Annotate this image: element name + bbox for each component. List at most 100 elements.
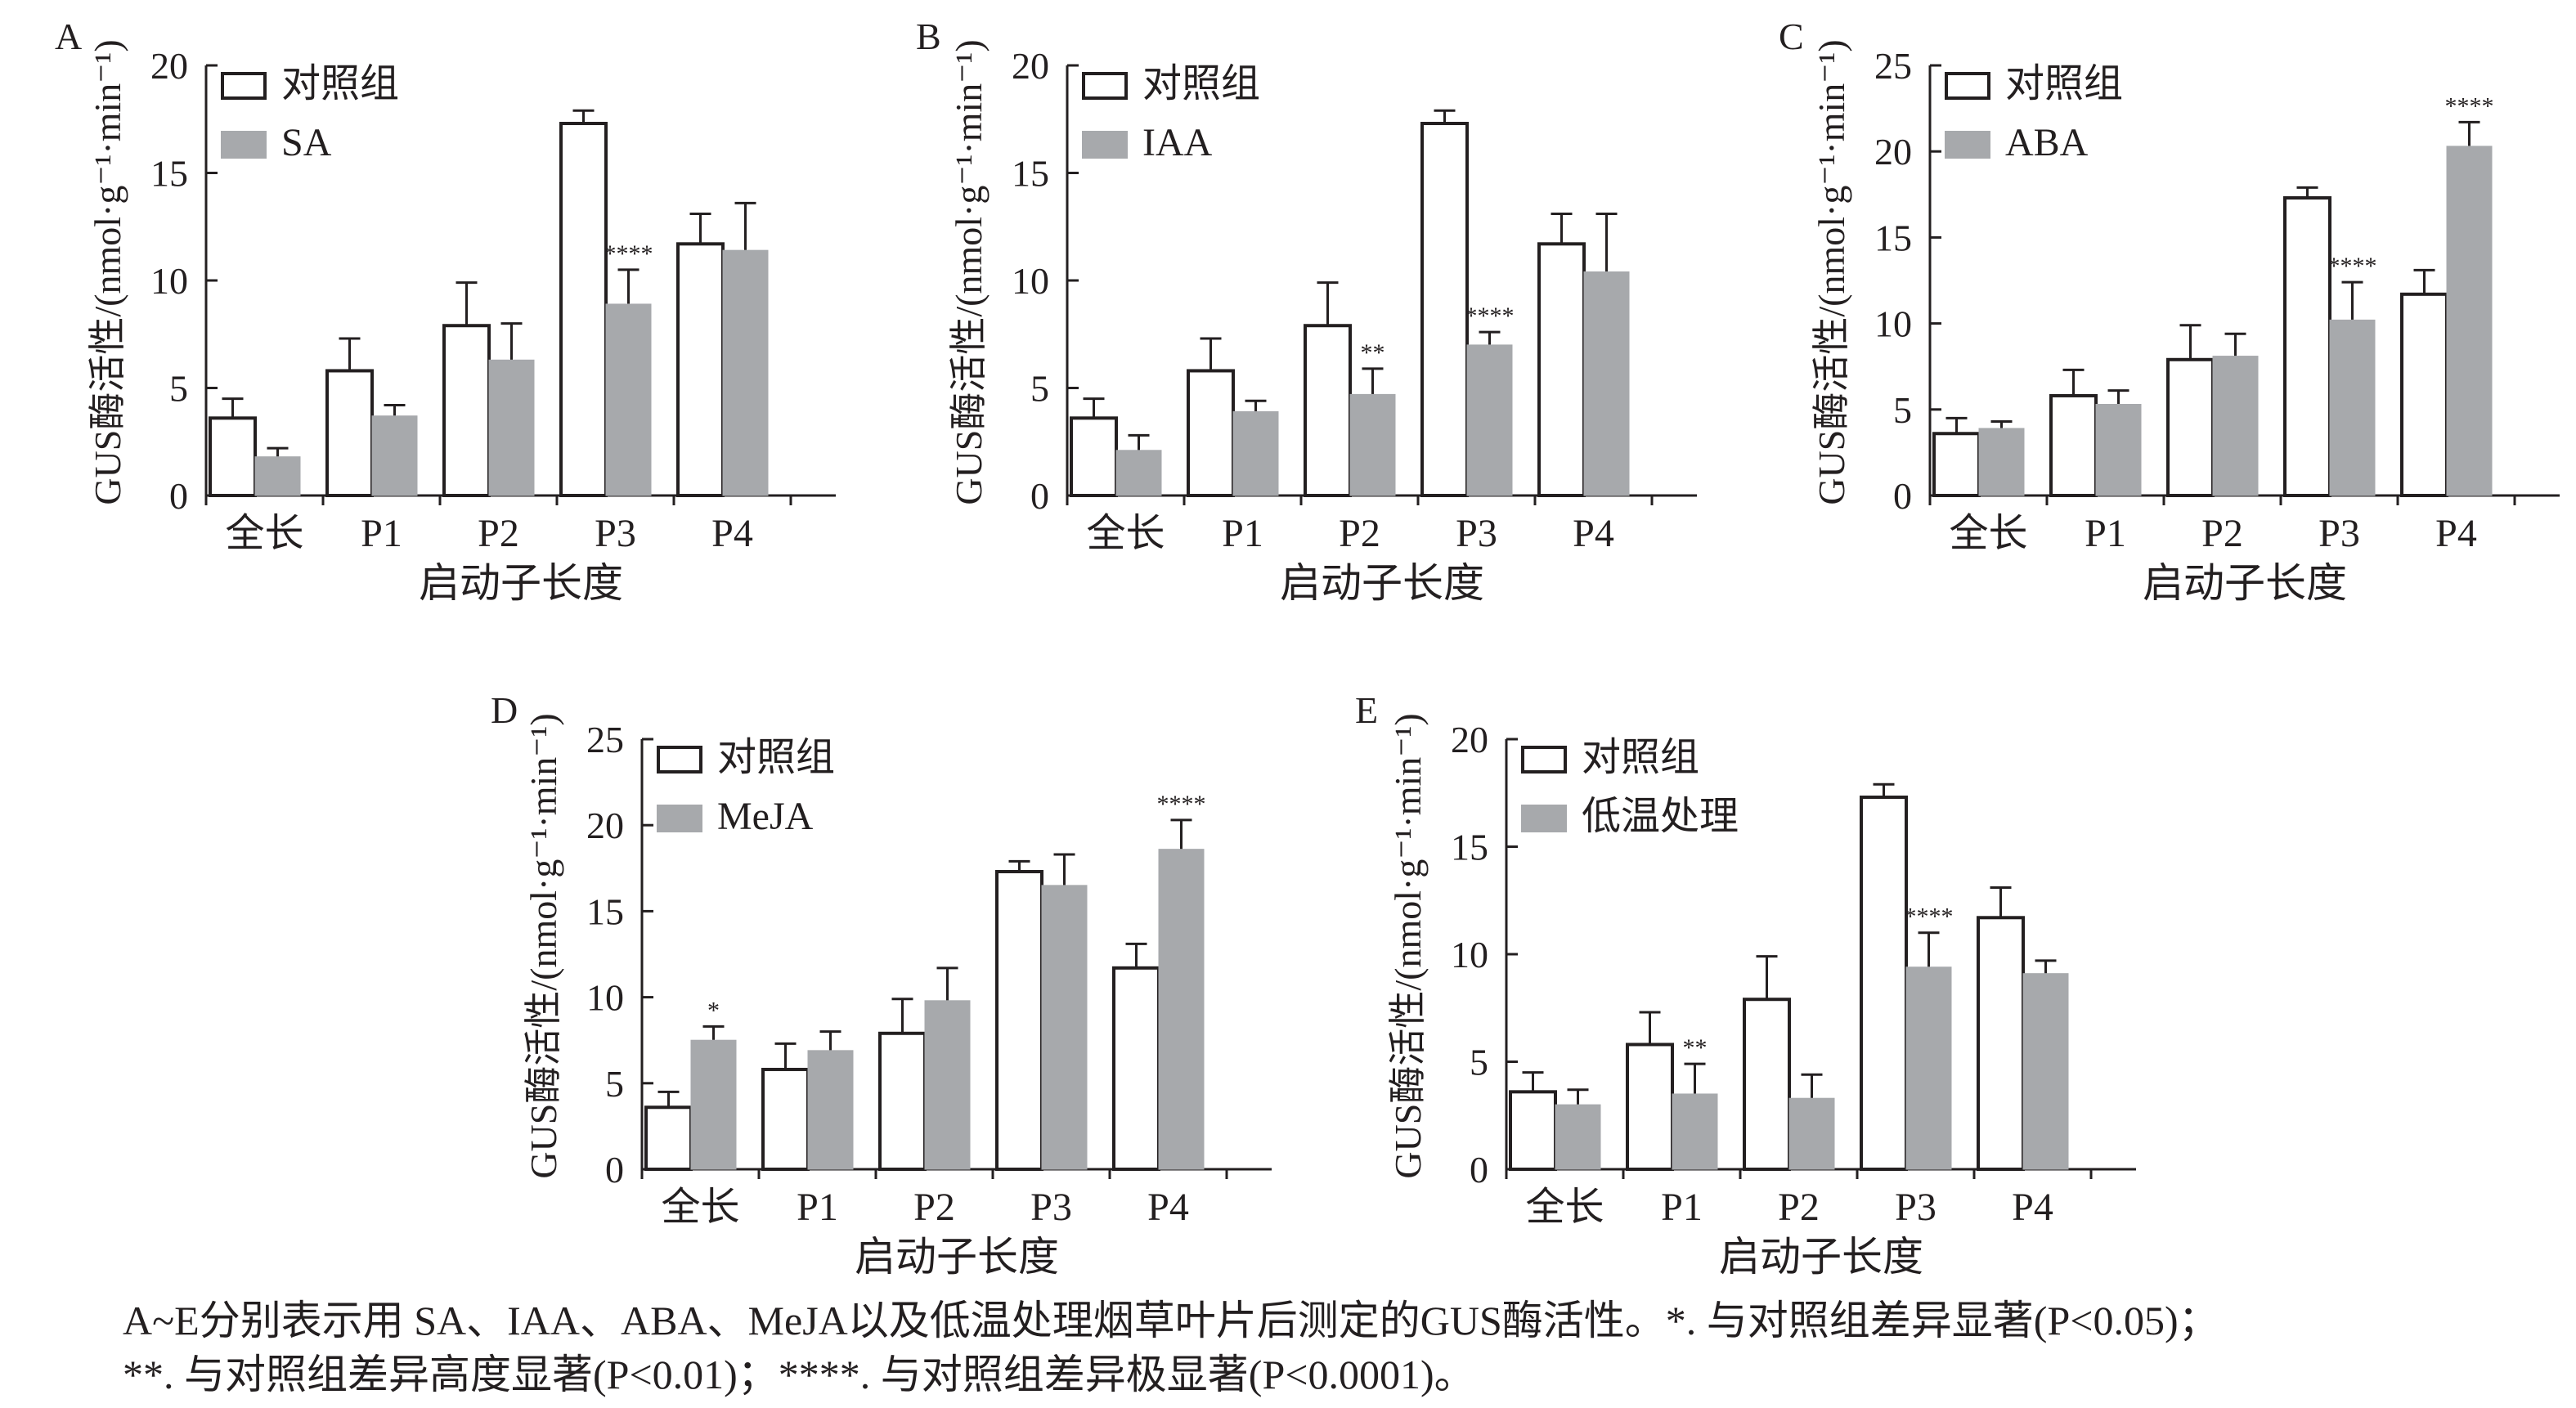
x-tick-label: P1 [2085, 512, 2126, 555]
x-tick-label: P4 [711, 512, 753, 555]
significance-marker: **** [1465, 303, 1515, 330]
significance-marker: * [707, 997, 720, 1024]
y-tick-label: 0 [169, 475, 188, 517]
y-tick-label: 10 [150, 260, 188, 302]
y-tick-label: 20 [1451, 719, 1488, 760]
bar [1158, 849, 1205, 1170]
bar [1672, 1093, 1718, 1170]
y-tick-label: 25 [586, 719, 624, 760]
legend-swatch [657, 805, 702, 832]
bar [1583, 271, 1630, 496]
y-tick-label: 25 [1874, 45, 1912, 87]
bar [209, 416, 257, 498]
bar [1743, 998, 1791, 1171]
legend-label: 对照组 [1142, 62, 1260, 105]
bar [676, 242, 725, 497]
bar [807, 1050, 854, 1170]
caption-line-1: A~E分别表示用 SA、IAA、ABA、MeJA以及低温处理烟草叶片后测定的GU… [123, 1298, 2219, 1343]
x-axis-title: 启动子长度 [419, 560, 623, 606]
bar [1070, 416, 1118, 498]
bar [1978, 428, 2025, 496]
bar [1932, 432, 1981, 497]
legend-swatch [1521, 805, 1567, 832]
y-tick-label: 20 [150, 45, 188, 87]
x-tick-label: P2 [1339, 512, 1380, 555]
bar [1232, 410, 1279, 496]
bar [1555, 1104, 1601, 1170]
legend-swatch [1082, 131, 1128, 159]
x-tick-label: 全长 [225, 512, 303, 555]
y-tick-label: 10 [1451, 934, 1488, 975]
x-tick-label: 全长 [1086, 512, 1165, 555]
y-tick-label: 5 [169, 368, 188, 410]
y-tick-label: 10 [1012, 260, 1049, 302]
x-tick-label: P4 [2435, 512, 2477, 555]
y-tick-label: 15 [1451, 827, 1488, 868]
legend-swatch [221, 131, 267, 159]
legend-label: SA [281, 121, 332, 164]
y-tick-label: 15 [586, 890, 624, 932]
bar [1187, 369, 1235, 497]
x-axis-title: 启动子长度 [1280, 560, 1484, 606]
bar [1509, 1090, 1557, 1171]
significance-marker: ** [1683, 1034, 1708, 1061]
x-tick-label: 全长 [1949, 512, 2027, 555]
legend-label: 对照组 [717, 736, 835, 779]
y-tick-label: 15 [1012, 153, 1049, 195]
bar [2049, 393, 2098, 497]
y-tick-label: 5 [1893, 389, 1912, 431]
bar [1349, 393, 1396, 496]
y-tick-label: 10 [586, 977, 624, 1019]
bar [1112, 966, 1160, 1172]
y-tick-label: 0 [1470, 1149, 1488, 1191]
bar [325, 369, 374, 497]
bar [1537, 242, 1586, 497]
bar [761, 1067, 810, 1172]
bar [254, 456, 301, 496]
x-tick-label: P2 [1778, 1186, 1820, 1229]
bar [1115, 450, 1162, 496]
x-axis-title: 启动子长度 [2143, 560, 2347, 606]
legend-swatch [1945, 72, 1990, 100]
y-tick-label: 15 [150, 153, 188, 195]
significance-marker: **** [2328, 253, 2377, 280]
x-tick-label: P2 [913, 1186, 955, 1229]
legend-swatch [1521, 746, 1567, 774]
x-tick-label: P1 [361, 512, 402, 555]
y-axis-title: GUS酶活性/(nmol·g⁻¹·min⁻¹) [1811, 39, 1852, 504]
legend-label: 对照组 [1582, 736, 1699, 779]
bar [1788, 1097, 1835, 1170]
legend-label: ABA [2005, 121, 2089, 164]
bar [2329, 319, 2376, 496]
legend-swatch [657, 746, 702, 774]
y-axis-title: GUS酶活性/(nmol·g⁻¹·min⁻¹) [1387, 713, 1429, 1178]
x-tick-label: 全长 [1525, 1186, 1604, 1229]
panel-label: D [491, 689, 518, 731]
significance-marker: **** [604, 240, 653, 267]
y-tick-label: 0 [1030, 475, 1049, 517]
x-tick-label: 全长 [661, 1186, 739, 1229]
bar [722, 249, 769, 496]
bar [1977, 916, 2025, 1172]
legend-swatch [221, 72, 267, 100]
bar [2095, 403, 2142, 496]
x-tick-label: P1 [797, 1186, 838, 1229]
x-tick-label: P3 [1030, 1186, 1072, 1229]
bar [2212, 356, 2259, 496]
y-axis-title: GUS酶活性/(nmol·g⁻¹·min⁻¹) [948, 39, 990, 504]
x-tick-label: P4 [1147, 1186, 1189, 1229]
bar [1420, 122, 1469, 497]
legend-label: 低温处理 [1582, 795, 1739, 838]
panel-label: B [916, 16, 941, 57]
bar [1626, 1043, 1674, 1171]
bar [1860, 796, 1908, 1171]
y-tick-label: 0 [605, 1149, 624, 1191]
legend-label: MeJA [717, 795, 814, 838]
legend-label: 对照组 [2005, 62, 2123, 105]
significance-marker: **** [2445, 92, 2494, 119]
y-tick-label: 0 [1893, 475, 1912, 517]
x-tick-label: P2 [478, 512, 519, 555]
